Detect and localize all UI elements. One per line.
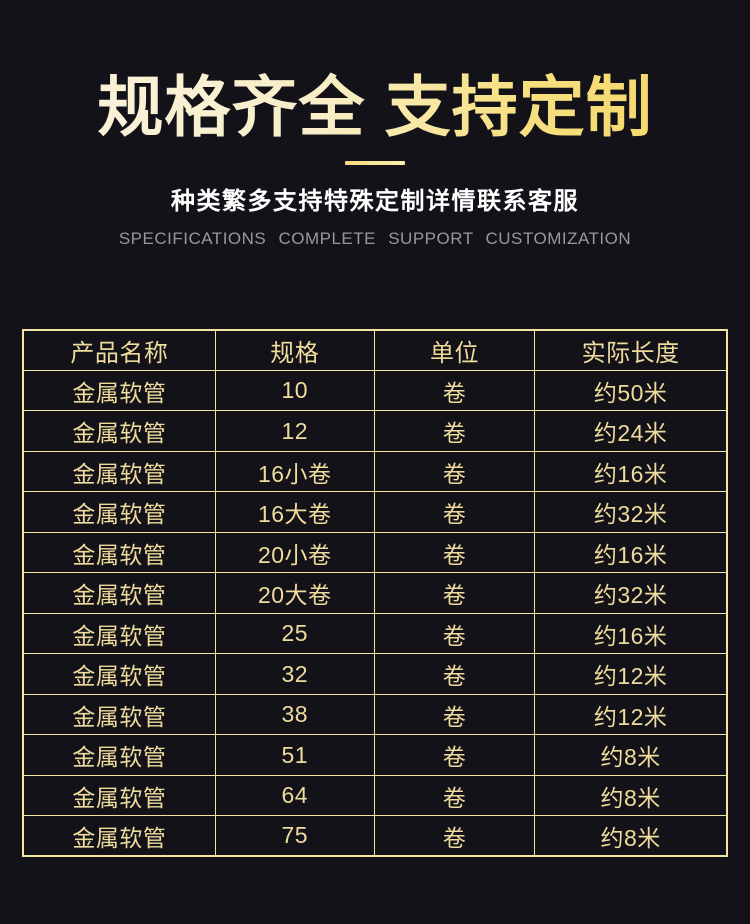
cell-length: 约12米 (534, 653, 728, 695)
table-row: 金属软管 16大卷 卷 约32米 (22, 491, 728, 533)
cell-length: 约8米 (534, 815, 728, 857)
cell-spec: 20大卷 (214, 572, 375, 614)
spec-table: 产品名称 规格 单位 实际长度 金属软管 10 卷 约50米 金属软管 12 卷 (22, 328, 728, 858)
cell-length: 约16米 (534, 450, 728, 493)
table-row: 金属软管 20小卷 卷 约16米 (22, 531, 728, 574)
cell-unit: 卷 (373, 410, 536, 452)
cell-spec: 20小卷 (214, 531, 375, 574)
table-row: 金属软管 12 卷 约24米 (22, 410, 728, 452)
cell-length: 约8米 (534, 774, 728, 817)
cell-length: 约24米 (534, 410, 728, 452)
cell-product-name: 金属软管 (22, 572, 216, 614)
cell-length: 约8米 (534, 734, 728, 776)
cell-unit: 卷 (373, 815, 536, 857)
subtitle: 种类繁多支持特殊定制详情联系客服 (171, 187, 579, 215)
cell-spec: 75 (214, 815, 375, 857)
table-row: 金属软管 75 卷 约8米 (22, 815, 728, 857)
cell-length: 约32米 (534, 572, 728, 614)
cell-spec: 16小卷 (214, 450, 375, 493)
cell-unit: 卷 (373, 450, 536, 493)
table-row: 金属软管 20大卷 卷 约32米 (22, 572, 728, 614)
cell-spec: 25 (214, 612, 375, 655)
cell-product-name: 金属软管 (22, 693, 216, 736)
cell-spec: 16大卷 (214, 491, 375, 533)
table-row: 金属软管 38 卷 约12米 (22, 693, 728, 736)
cell-unit: 卷 (373, 369, 536, 412)
table-row: 金属软管 25 卷 约16米 (22, 612, 728, 655)
cell-product-name: 金属软管 (22, 410, 216, 452)
table-row: 金属软管 10 卷 约50米 (22, 369, 728, 412)
cell-unit: 卷 (373, 531, 536, 574)
cell-spec: 12 (214, 410, 375, 452)
cell-product-name: 金属软管 (22, 612, 216, 655)
hero-section: 规格齐全 支持定制 种类繁多支持特殊定制详情联系客服 SPECIFICATION… (0, 0, 750, 249)
cell-length: 约16米 (534, 612, 728, 655)
cell-length: 约50米 (534, 369, 728, 412)
cell-length: 约16米 (534, 531, 728, 574)
table-row: 金属软管 16小卷 卷 约16米 (22, 450, 728, 493)
table-row: 金属软管 64 卷 约8米 (22, 774, 728, 817)
column-header-product-name: 产品名称 (22, 329, 216, 371)
cell-product-name: 金属软管 (22, 734, 216, 776)
cell-spec: 64 (214, 774, 375, 817)
cell-product-name: 金属软管 (22, 531, 216, 574)
tagline-english: SPECIFICATIONS COMPLETE SUPPORT CUSTOMIZ… (118, 228, 632, 248)
page-title: 规格齐全 支持定制 (97, 70, 653, 144)
cell-unit: 卷 (373, 734, 536, 776)
table-header-row: 产品名称 规格 单位 实际长度 (22, 329, 728, 371)
cell-unit: 卷 (373, 612, 536, 655)
cell-unit: 卷 (373, 693, 536, 736)
table-row: 金属软管 51 卷 约8米 (22, 734, 728, 776)
column-header-unit: 单位 (373, 329, 536, 371)
cell-spec: 38 (214, 693, 375, 736)
cell-product-name: 金属软管 (22, 815, 216, 857)
cell-unit: 卷 (373, 572, 536, 614)
cell-length: 约32米 (534, 491, 728, 533)
title-underline (345, 160, 405, 165)
column-header-length: 实际长度 (534, 329, 728, 371)
cell-unit: 卷 (373, 653, 536, 695)
cell-product-name: 金属软管 (22, 653, 216, 695)
cell-unit: 卷 (373, 774, 536, 817)
cell-product-name: 金属软管 (22, 450, 216, 493)
cell-spec: 32 (214, 653, 375, 695)
cell-spec: 51 (214, 734, 375, 776)
cell-length: 约12米 (534, 693, 728, 736)
spec-table-container: 产品名称 规格 单位 实际长度 金属软管 10 卷 约50米 金属软管 12 卷 (0, 328, 750, 858)
cell-product-name: 金属软管 (22, 774, 216, 817)
column-header-spec: 规格 (214, 329, 375, 371)
cell-spec: 10 (214, 369, 375, 412)
table-row: 金属软管 32 卷 约12米 (22, 653, 728, 695)
cell-product-name: 金属软管 (22, 369, 216, 412)
cell-product-name: 金属软管 (22, 491, 216, 533)
cell-unit: 卷 (373, 491, 536, 533)
